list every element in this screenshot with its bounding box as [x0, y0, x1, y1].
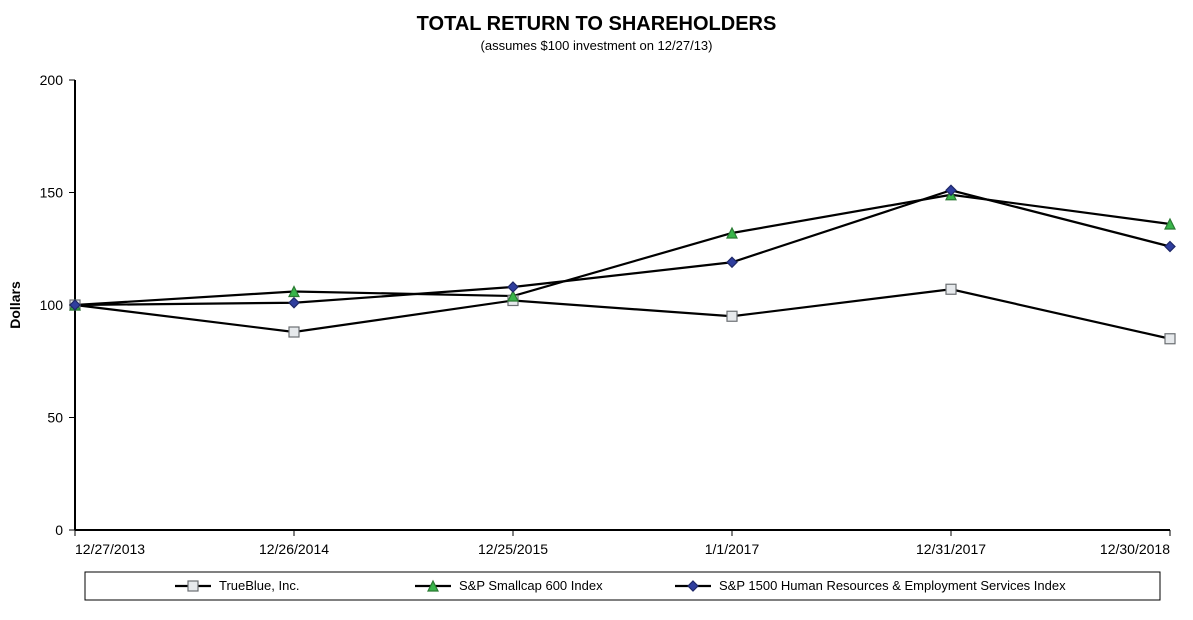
x-tick-label: 1/1/2017 [705, 541, 760, 557]
marker-square [727, 311, 737, 321]
marker-diamond [1165, 242, 1175, 252]
series-line [75, 289, 1170, 339]
x-tick-label: 12/30/2018 [1100, 541, 1170, 557]
marker-diamond [727, 257, 737, 267]
y-tick-label: 0 [55, 522, 63, 538]
y-tick-label: 150 [40, 185, 64, 201]
marker-square [188, 581, 198, 591]
x-tick-label: 12/27/2013 [75, 541, 145, 557]
legend-label: S&P 1500 Human Resources & Employment Se… [719, 578, 1066, 593]
marker-diamond [508, 282, 518, 292]
chart-container: TOTAL RETURN TO SHAREHOLDERS (assumes $10… [0, 0, 1193, 620]
series-line [75, 190, 1170, 305]
chart-subtitle: (assumes $100 investment on 12/27/13) [481, 38, 713, 53]
y-tick-label: 50 [47, 410, 63, 426]
x-tick-label: 12/26/2014 [259, 541, 329, 557]
x-tick-label: 12/31/2017 [916, 541, 986, 557]
legend-label: TrueBlue, Inc. [219, 578, 299, 593]
legend-label: S&P Smallcap 600 Index [459, 578, 603, 593]
y-tick-label: 200 [40, 72, 64, 88]
chart-title: TOTAL RETURN TO SHAREHOLDERS [417, 13, 777, 35]
chart-svg: TOTAL RETURN TO SHAREHOLDERS (assumes $10… [0, 0, 1193, 620]
marker-diamond [946, 185, 956, 195]
y-tick-label: 100 [40, 297, 64, 313]
marker-square [946, 284, 956, 294]
y-axis-title: Dollars [7, 281, 23, 329]
x-tick-label: 12/25/2015 [478, 541, 548, 557]
marker-diamond [289, 298, 299, 308]
marker-square [289, 327, 299, 337]
marker-square [1165, 334, 1175, 344]
series-line [75, 195, 1170, 305]
